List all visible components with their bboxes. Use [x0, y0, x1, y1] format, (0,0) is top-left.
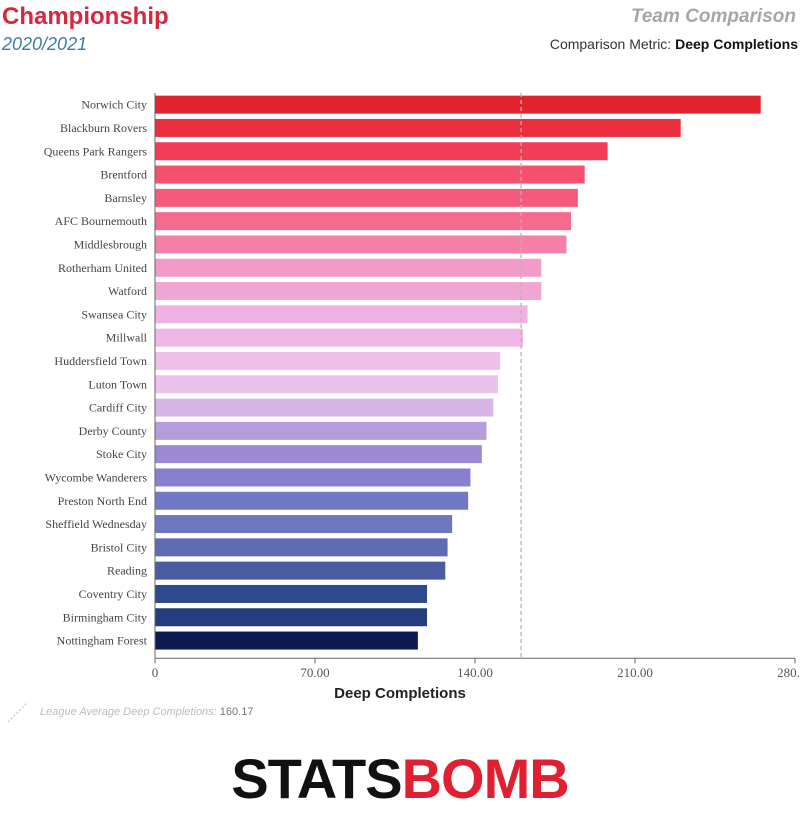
league-average-label: League Average Deep Completions: — [40, 706, 217, 718]
bar — [155, 188, 578, 207]
x-tick-label: 70.00 — [300, 665, 329, 680]
team-label: Norwich City — [81, 98, 147, 112]
metric-label: Comparison Metric: — [549, 36, 672, 52]
team-label: Swansea City — [81, 307, 147, 321]
league-average-value: 160.17 — [219, 706, 254, 718]
bar — [155, 584, 427, 603]
team-label: Sheffield Wednesday — [45, 517, 147, 531]
team-label: Coventry City — [79, 587, 147, 601]
metric-value: Deep Completions — [675, 36, 798, 52]
bar — [155, 538, 448, 557]
team-label: AFC Bournemouth — [55, 214, 147, 228]
logo-bomb: BOMB — [401, 747, 570, 810]
bar — [155, 608, 427, 627]
bar — [155, 351, 501, 370]
season-label: 2020/2021 — [2, 34, 88, 54]
bar — [155, 468, 471, 487]
team-label: Reading — [107, 564, 147, 578]
bar — [155, 165, 585, 184]
bar — [155, 118, 681, 137]
team-label: Queens Park Rangers — [44, 144, 148, 158]
bar-chart: Norwich City Blackburn Rovers Queens Park … — [44, 93, 800, 680]
team-label: Barnsley — [104, 191, 147, 205]
bar — [155, 142, 608, 161]
x-tick-label: 0 — [152, 665, 159, 680]
bar — [155, 515, 453, 534]
team-label: Millwall — [106, 331, 148, 345]
team-label: Luton Town — [88, 377, 147, 391]
team-label: Wycombe Wanderers — [45, 470, 148, 484]
comparison-metric: Comparison Metric: Deep Completions — [550, 36, 798, 52]
team-label: Huddersfield Town — [54, 354, 147, 368]
chart-subtitle: Team Comparison — [630, 6, 796, 27]
team-label: Brentford — [100, 168, 147, 182]
bar — [155, 491, 469, 510]
x-tick-label: 280.00 — [777, 665, 800, 680]
bar — [155, 212, 571, 231]
bar — [155, 305, 528, 324]
bar — [155, 398, 494, 417]
bar — [155, 258, 542, 277]
bar — [155, 631, 418, 650]
statsbomb-logo: STATSBOMB — [0, 746, 800, 811]
team-label: Watford — [108, 284, 147, 298]
logo-stats: STATS — [231, 747, 402, 810]
team-label: Nottingham Forest — [57, 634, 148, 648]
bar — [155, 235, 567, 254]
bar — [155, 421, 487, 440]
team-label: Bristol City — [91, 540, 147, 554]
team-label: Middlesbrough — [74, 237, 147, 251]
team-label: Blackburn Rovers — [60, 121, 147, 135]
bar — [155, 282, 542, 301]
chart-title: Championship — [2, 3, 169, 30]
team-label: Derby County — [79, 424, 147, 438]
bar — [155, 95, 761, 114]
bar — [155, 328, 523, 347]
league-average-text: League Average Deep Completions: 160.17 — [40, 706, 253, 718]
team-label: Cardiff City — [89, 401, 147, 415]
team-label: Rotherham United — [58, 261, 147, 275]
team-label: Preston North End — [58, 494, 147, 508]
dashed-line-icon — [7, 701, 29, 723]
team-label: Birmingham City — [63, 610, 147, 624]
x-axis-title: Deep Completions — [334, 685, 466, 702]
bar — [155, 561, 446, 580]
bar — [155, 445, 482, 464]
x-tick-label: 210.00 — [617, 665, 653, 680]
team-label: Stoke City — [96, 447, 147, 461]
bar — [155, 375, 498, 394]
x-tick-label: 140.00 — [457, 665, 493, 680]
